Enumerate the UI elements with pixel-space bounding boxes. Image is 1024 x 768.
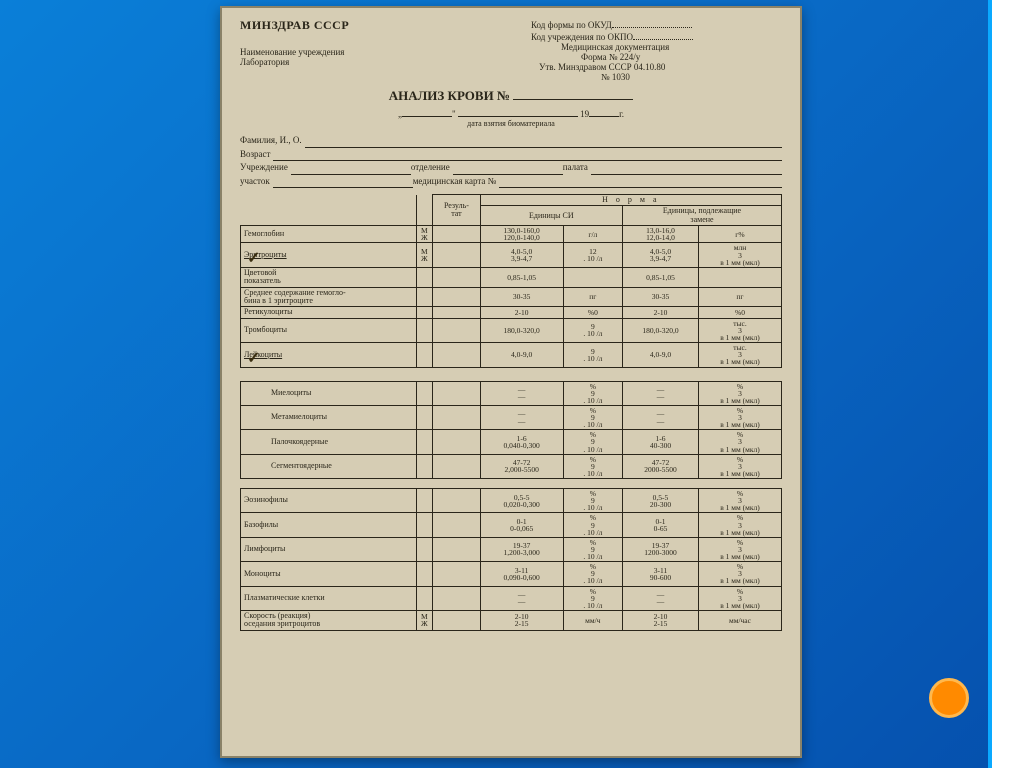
form-title-block: АНАЛИЗ КРОВИ № „" 19г. дата взятия биома… [240, 88, 782, 128]
table-row: Лимфоциты19-37 1,200-3,000% 9 . 10 /л19-… [241, 537, 782, 561]
okud-label: Код формы по ОКУД [531, 18, 782, 30]
table-row: Тромбоциты180,0-320,09 . 10 /л180,0-320,… [241, 318, 782, 342]
table-row: Моноциты3-11 0,090-0,600% 9 . 10 /л3-11 … [241, 562, 782, 586]
th-si: Единицы СИ [480, 206, 622, 226]
blood-test-table: Резуль- тат Н о р м а Единицы СИ Единицы… [240, 194, 782, 631]
form-header: МИНЗДРАВ СССР Наименование учреждения Ла… [240, 18, 782, 82]
table-row: Среднее содержание гемогло- бина в 1 эри… [241, 287, 782, 307]
order-number: № 1030 [531, 72, 782, 82]
table-row: Скорость (реакция) оседания эритроцитовМ… [241, 610, 782, 630]
institution-label: Наименование учреждения [240, 47, 511, 57]
med-doc-label: Медицинская документация [531, 42, 782, 52]
table-row: Эозинофилы0,5-5 0,020-0,300% 9 . 10 /л0,… [241, 489, 782, 513]
th-norm: Н о р м а [480, 195, 781, 206]
checkmark-icon: ✓ [247, 351, 260, 368]
th-old: Единицы, подлежащие замене [623, 206, 782, 226]
ministry-title: МИНЗДРАВ СССР [240, 18, 511, 33]
table-row: Ретикулоциты2-10%02-10%0 [241, 307, 782, 318]
approved-label: Утв. Минздравом СССР 04.10.80 [531, 62, 782, 72]
decorative-circle [929, 678, 969, 718]
table-row: Палочкоядерные1-6 0,040-0,300% 9 . 10 /л… [241, 430, 782, 454]
table-row: ✓Лейкоциты4,0-9,09 . 10 /л4,0-9,0тыс. 3 … [241, 343, 782, 367]
date-caption: дата взятия биоматериала [240, 119, 782, 128]
table-row: ✓ЭритроцитыМ Ж4,0-5,0 3,9-4,712 . 10 /л4… [241, 243, 782, 267]
table-row: Миелоциты— —% 9 . 10 /л— —% 3 в 1 мм (мк… [241, 381, 782, 405]
table-row: Плазматические клетки— —% 9 . 10 /л— —% … [241, 586, 782, 610]
laboratory-label: Лаборатория [240, 57, 511, 67]
patient-fields: Фамилия, И., О. Возраст Учреждениеотделе… [240, 134, 782, 188]
medical-form-document: МИНЗДРАВ СССР Наименование учреждения Ла… [220, 6, 802, 758]
table-row: Метамиелоциты— —% 9 . 10 /л— —% 3 в 1 мм… [241, 405, 782, 429]
table-row: Сегментоядерные47-72 2,000-5500% 9 . 10 … [241, 454, 782, 478]
th-result: Резуль- тат [433, 195, 480, 226]
table-row: Базофилы0-1 0-0,065% 9 . 10 /л0-1 0-65% … [241, 513, 782, 537]
form-number: Форма № 224/у [531, 52, 782, 62]
checkmark-icon: ✓ [247, 251, 260, 268]
table-row: ГемоглобинМ Ж130,0-160,0 120,0-140,0г/л1… [241, 226, 782, 243]
table-row: Цветовой показатель0,85-1,050,85-1,05 [241, 267, 782, 287]
okpo-label: Код учреждения по ОКПО [531, 30, 782, 42]
sidebar-stripe [988, 0, 1024, 768]
